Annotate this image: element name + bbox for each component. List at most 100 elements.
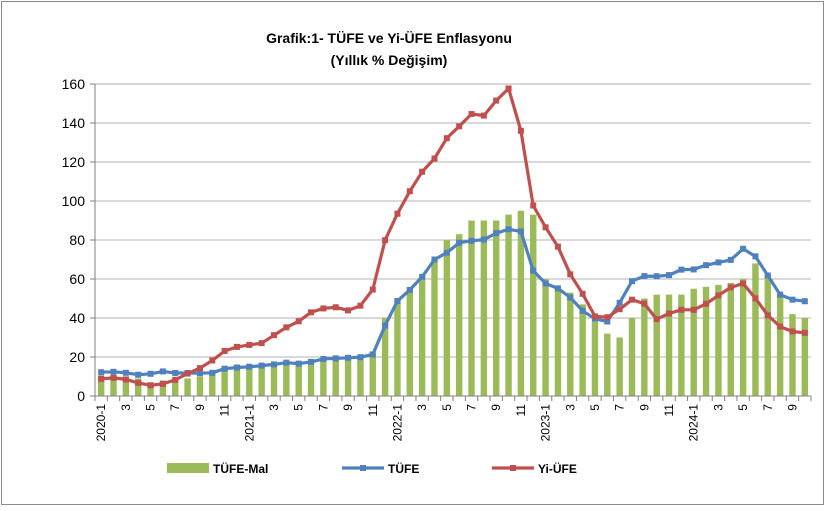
bar-tufe-mal [147, 382, 154, 396]
bar-tufe-mal [739, 279, 747, 396]
bar-tufe-mal [258, 364, 265, 396]
bar-tufe-mal [628, 318, 636, 396]
point-t-fe [678, 266, 685, 273]
legend-marker-t-fe [360, 465, 366, 471]
x-tick-label: 2023-1 [539, 404, 553, 442]
y-tick-label: 140 [62, 115, 86, 131]
x-tick-label: 9 [193, 404, 207, 411]
bar-tufe-mal [320, 358, 327, 396]
line-series [98, 85, 808, 389]
point-yi-fe [591, 313, 598, 320]
point-t-fe [468, 237, 475, 244]
bar-tufe-mal [246, 364, 253, 396]
point-t-fe [419, 273, 426, 280]
bar-tufe-mal [431, 259, 438, 396]
bar-tufe-mal [517, 210, 525, 396]
point-yi-fe [369, 286, 376, 293]
legend-label-yi-fe: Yi-ÜFE [538, 461, 577, 476]
bar-tufe-mal [270, 364, 278, 396]
bar-tufe-mal [295, 362, 302, 396]
point-t-fe [159, 368, 166, 375]
point-yi-fe [505, 85, 512, 92]
y-tick-label: 120 [62, 154, 86, 170]
point-t-fe [567, 294, 574, 301]
bar-tufe-mal [530, 214, 537, 396]
y-tick-label: 60 [69, 271, 85, 287]
x-tick-label: 5 [292, 404, 306, 411]
point-yi-fe [777, 323, 784, 330]
point-yi-fe [653, 316, 660, 323]
y-tick-label: 0 [77, 388, 85, 404]
bar-tufe-mal [221, 366, 228, 396]
bar-tufe-mal [715, 284, 722, 396]
point-yi-fe [456, 123, 463, 130]
bar-tufe-mal [653, 294, 660, 396]
x-tick-label: 9 [785, 404, 799, 411]
bar-tufe-mal [357, 357, 364, 396]
point-t-fe [98, 369, 105, 376]
point-t-fe [493, 230, 500, 237]
chart-title: Grafik:1- TÜFE ve Yi-ÜFE Enflasyonu [266, 30, 512, 46]
bar-tufe-mal [616, 337, 623, 396]
point-t-fe [579, 307, 586, 314]
point-yi-fe [727, 284, 734, 291]
point-yi-fe [295, 318, 302, 325]
point-t-fe [308, 358, 315, 365]
point-t-fe [382, 322, 389, 329]
point-yi-fe [98, 375, 105, 382]
point-t-fe [147, 370, 154, 377]
point-yi-fe [641, 300, 648, 307]
bar-tufe-mal [110, 375, 117, 396]
point-yi-fe [308, 309, 315, 316]
bar-tufe-mal [406, 288, 414, 396]
point-yi-fe [196, 365, 203, 372]
point-t-fe [777, 291, 784, 298]
point-yi-fe [604, 314, 611, 321]
point-t-fe [727, 256, 734, 263]
y-tick-label: 80 [69, 232, 85, 248]
point-t-fe [530, 267, 537, 274]
point-yi-fe [345, 307, 352, 314]
bar-tufe-mal [492, 220, 500, 396]
bar-series-tufe-mal [97, 210, 809, 396]
bar-tufe-mal [307, 360, 315, 396]
point-t-fe [641, 273, 648, 280]
point-yi-fe [431, 155, 438, 162]
point-yi-fe [616, 306, 623, 313]
point-t-fe [357, 354, 364, 361]
point-t-fe [172, 369, 179, 376]
point-yi-fe [332, 304, 339, 311]
bar-tufe-mal [159, 380, 167, 396]
bar-tufe-mal [554, 288, 562, 396]
x-tick-label: 7 [316, 404, 330, 411]
x-tick-label: 9 [489, 404, 503, 411]
bar-tufe-mal [394, 298, 401, 396]
point-yi-fe [135, 379, 142, 386]
x-tick-label: 11 [514, 404, 528, 417]
bar-tufe-mal [727, 282, 734, 396]
x-tick-label: 5 [736, 404, 750, 411]
point-t-fe [752, 253, 759, 260]
point-t-fe [209, 369, 216, 376]
line-yi-fe [101, 86, 805, 387]
point-yi-fe [271, 332, 277, 339]
legend-label-t-fe-mal: TÜFE-Mal [213, 461, 268, 476]
point-yi-fe [394, 210, 401, 217]
bar-tufe-mal [134, 378, 142, 396]
bar-tufe-mal [665, 294, 673, 396]
point-t-fe [517, 228, 524, 235]
point-yi-fe [579, 290, 586, 297]
point-yi-fe [357, 302, 364, 309]
point-yi-fe [493, 97, 500, 104]
x-tick-label: 9 [341, 404, 355, 411]
bar-tufe-mal [801, 318, 809, 396]
point-t-fe [789, 296, 796, 303]
point-t-fe [258, 362, 265, 369]
point-t-fe [740, 245, 747, 252]
x-tick-label: 2020-1 [94, 404, 108, 442]
bar-tufe-mal [542, 279, 549, 396]
x-tick-label: 11 [366, 404, 380, 417]
bar-tufe-mal [789, 314, 796, 396]
point-yi-fe [752, 295, 759, 302]
